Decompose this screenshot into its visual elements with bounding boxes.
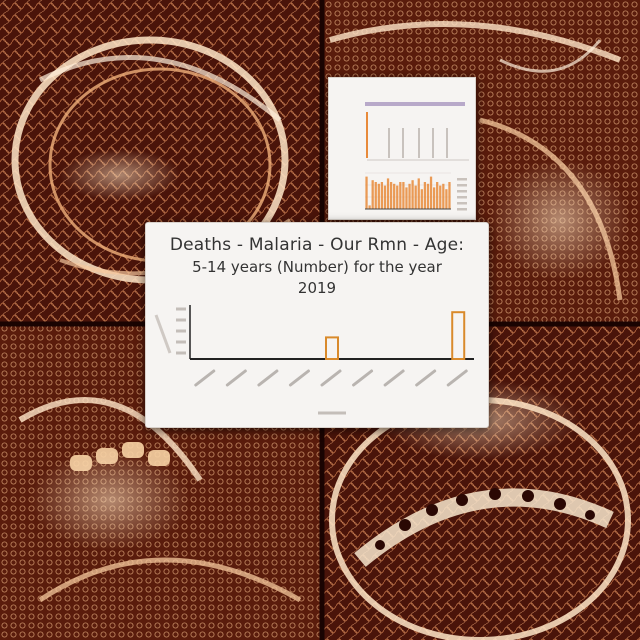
small-bar — [399, 182, 402, 209]
small-bar — [426, 183, 430, 209]
small-chart-bars — [365, 172, 467, 211]
small-chart-card — [328, 77, 476, 220]
small-legend-mark — [457, 178, 467, 181]
small-bar — [405, 187, 408, 209]
main-y-axis-label-mark — [154, 314, 172, 354]
main-chart-bars — [325, 311, 466, 361]
main-x-tick-mark — [415, 369, 437, 387]
small-bar — [439, 185, 442, 209]
small-bar — [417, 178, 420, 209]
small-bar — [380, 182, 384, 209]
small-bar — [365, 176, 368, 209]
small-bar — [436, 182, 439, 209]
small-chart-header — [365, 102, 465, 106]
small-bar — [389, 182, 393, 209]
main-bar-chart — [154, 305, 474, 415]
small-bar — [383, 185, 387, 209]
small-bar — [429, 176, 433, 209]
main-x-tick-mark — [383, 369, 405, 387]
small-bar — [396, 185, 399, 209]
main-chart-card: Deaths - Malaria - Our Rmn - Age: 5-14 y… — [145, 222, 489, 428]
main-chart-title-line-1: Deaths - Malaria - Our Rmn - Age: — [169, 235, 465, 255]
small-bar — [414, 185, 417, 209]
small-bar — [377, 183, 380, 209]
small-bar-chart — [365, 102, 469, 211]
small-title-mark — [365, 102, 465, 106]
small-chart-upper-panel — [366, 112, 469, 161]
small-bar — [442, 183, 445, 209]
small-legend-mark — [457, 190, 467, 193]
small-legend-mark — [457, 208, 467, 211]
small-bar — [374, 182, 377, 209]
small-bar — [423, 182, 427, 209]
small-legend-mark — [457, 196, 467, 199]
main-x-tick-mark — [257, 369, 279, 387]
main-x-tick-mark — [320, 369, 342, 387]
small-legend-mark — [457, 184, 467, 187]
main-chart-title-line-3: 2019 — [297, 279, 337, 297]
main-chart-tick-marks — [154, 307, 468, 415]
main-chart-title-line-2: 5-14 years (Number) for the year — [192, 258, 442, 276]
small-bar — [386, 178, 390, 209]
small-bar — [408, 183, 411, 209]
main-x-tick-mark — [352, 369, 374, 387]
main-bar — [325, 336, 339, 361]
small-bar — [402, 182, 405, 209]
small-bar — [432, 187, 436, 209]
main-x-tick-mark — [288, 369, 310, 387]
small-bar — [445, 189, 448, 209]
main-bar — [451, 311, 466, 360]
small-bar — [393, 183, 396, 209]
small-bar — [420, 189, 423, 209]
main-chart-axes — [189, 305, 474, 360]
small-bar — [371, 180, 374, 209]
small-bar — [368, 205, 371, 209]
small-bar — [448, 182, 451, 209]
main-x-tick-mark — [446, 369, 468, 387]
main-x-tick-mark — [194, 369, 216, 387]
small-bar — [411, 180, 414, 209]
small-legend-mark — [457, 202, 467, 205]
main-x-tick-mark — [225, 369, 247, 387]
